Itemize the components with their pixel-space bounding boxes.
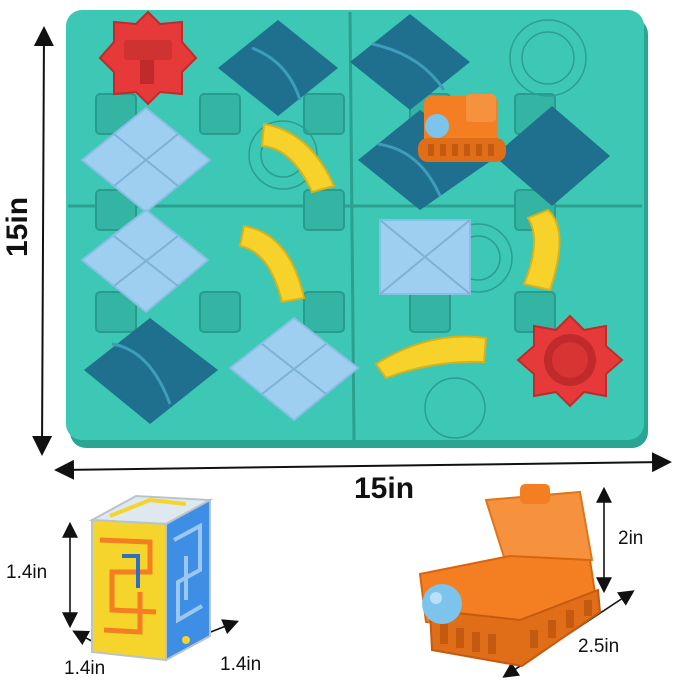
- board-width-label: 15in: [354, 472, 415, 505]
- toy-car-icon: [418, 94, 506, 162]
- board-width-arrow-icon: [54, 452, 672, 480]
- road-tile-icon: [379, 219, 471, 295]
- finish-piece-icon: [516, 314, 624, 408]
- car-height-label: 2in: [618, 528, 644, 549]
- road-tile-icon: [218, 20, 338, 116]
- road-tile-icon: [260, 122, 336, 194]
- board-height-arrow-icon: [32, 26, 54, 456]
- road-tile-icon: [374, 335, 488, 380]
- road-tile-icon: [522, 208, 561, 292]
- road-tile-icon: [80, 208, 210, 314]
- road-tile-icon: [228, 316, 360, 422]
- road-tile-icon: [238, 224, 306, 304]
- cube-depth-label: 1.4in: [64, 658, 106, 679]
- car-length-label: 2.5in: [578, 636, 620, 657]
- road-tile-icon: [84, 318, 218, 424]
- start-piece-icon: [98, 10, 198, 106]
- board-height-label: 15in: [1, 196, 35, 258]
- cube-width-label: 1.4in: [220, 654, 262, 675]
- road-tile-icon: [350, 14, 470, 110]
- road-tile-icon: [494, 106, 610, 206]
- cube-height-label: 1.4in: [6, 562, 48, 583]
